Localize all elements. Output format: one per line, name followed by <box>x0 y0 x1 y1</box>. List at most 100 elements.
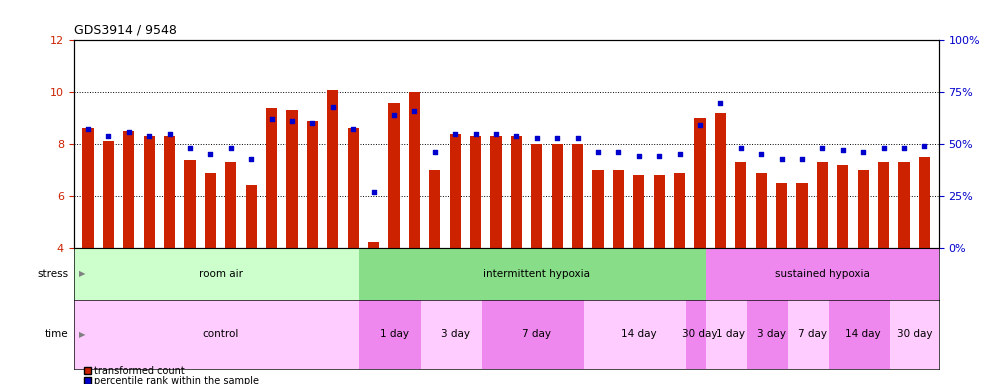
Point <box>896 145 912 151</box>
Bar <box>511 136 522 248</box>
Bar <box>164 136 175 248</box>
Bar <box>360 248 715 300</box>
Point <box>610 149 626 156</box>
Point <box>794 156 810 162</box>
Point <box>733 145 749 151</box>
Point <box>590 149 606 156</box>
Text: 3 day: 3 day <box>757 329 786 339</box>
Bar <box>246 185 257 248</box>
Bar <box>327 89 338 248</box>
Bar <box>715 113 726 248</box>
Bar <box>756 172 767 248</box>
Bar <box>686 300 715 369</box>
Text: GDS3914 / 9548: GDS3914 / 9548 <box>74 23 177 36</box>
Bar <box>83 128 93 248</box>
Point <box>652 153 667 159</box>
Bar <box>735 162 746 248</box>
Bar <box>796 183 808 248</box>
Point <box>305 120 320 126</box>
Point <box>447 131 463 137</box>
Bar <box>706 248 939 300</box>
Text: ▶: ▶ <box>79 269 86 278</box>
Text: stress: stress <box>37 268 69 279</box>
Point <box>529 135 545 141</box>
Text: room air: room air <box>199 268 243 279</box>
Point <box>549 135 565 141</box>
Text: time: time <box>45 329 69 339</box>
Text: 30 day: 30 day <box>896 329 932 339</box>
Bar <box>572 144 583 248</box>
Bar <box>531 144 543 248</box>
Bar <box>584 300 694 369</box>
Point <box>876 145 892 151</box>
Bar <box>491 136 501 248</box>
Point <box>407 108 423 114</box>
Text: 30 day: 30 day <box>682 329 718 339</box>
Bar <box>747 300 796 369</box>
Bar <box>898 162 909 248</box>
Point <box>692 122 708 128</box>
Point <box>631 153 647 159</box>
Bar <box>551 144 563 248</box>
Point <box>774 156 789 162</box>
Bar <box>449 134 461 248</box>
Point <box>916 143 932 149</box>
Bar <box>694 118 706 248</box>
Point <box>162 131 178 137</box>
Bar <box>368 243 379 248</box>
Point <box>325 104 341 110</box>
Text: intermittent hypoxia: intermittent hypoxia <box>484 268 591 279</box>
Bar <box>706 300 755 369</box>
Bar <box>409 92 420 248</box>
Text: 7 day: 7 day <box>522 329 551 339</box>
Text: transformed count: transformed count <box>94 366 185 376</box>
Bar <box>360 300 429 369</box>
Point <box>100 132 116 139</box>
Bar <box>919 157 930 248</box>
Text: 1 day: 1 day <box>717 329 745 339</box>
Point <box>284 118 300 124</box>
Bar <box>286 110 298 248</box>
Text: 3 day: 3 day <box>440 329 470 339</box>
Point <box>489 131 504 137</box>
Bar <box>838 165 848 248</box>
Text: 14 day: 14 day <box>621 329 657 339</box>
Bar <box>421 300 490 369</box>
Point <box>815 145 831 151</box>
Bar <box>204 172 216 248</box>
Bar <box>74 300 368 369</box>
Point <box>81 126 96 132</box>
Text: sustained hypoxia: sustained hypoxia <box>775 268 870 279</box>
Point <box>855 149 871 156</box>
Text: 1 day: 1 day <box>379 329 409 339</box>
Bar <box>776 183 787 248</box>
Point <box>142 132 157 139</box>
Bar <box>430 170 440 248</box>
Bar <box>123 131 135 248</box>
Bar <box>829 300 897 369</box>
Point <box>508 132 524 139</box>
Text: 7 day: 7 day <box>798 329 827 339</box>
Point <box>753 151 769 157</box>
Bar <box>103 141 114 248</box>
Text: 14 day: 14 day <box>845 329 881 339</box>
Bar <box>674 172 685 248</box>
Text: ▶: ▶ <box>79 329 86 339</box>
Point <box>713 99 728 106</box>
Point <box>345 126 361 132</box>
Point <box>366 189 381 195</box>
Bar <box>470 136 482 248</box>
Point <box>386 112 402 118</box>
Point <box>244 156 260 162</box>
Bar <box>225 162 237 248</box>
Point <box>570 135 586 141</box>
Bar <box>593 170 604 248</box>
Bar <box>787 300 837 369</box>
Point <box>263 116 279 122</box>
Bar <box>266 108 277 248</box>
Bar <box>185 160 196 248</box>
Point <box>202 151 218 157</box>
Bar <box>654 175 665 248</box>
Point <box>182 145 198 151</box>
Bar <box>482 300 592 369</box>
